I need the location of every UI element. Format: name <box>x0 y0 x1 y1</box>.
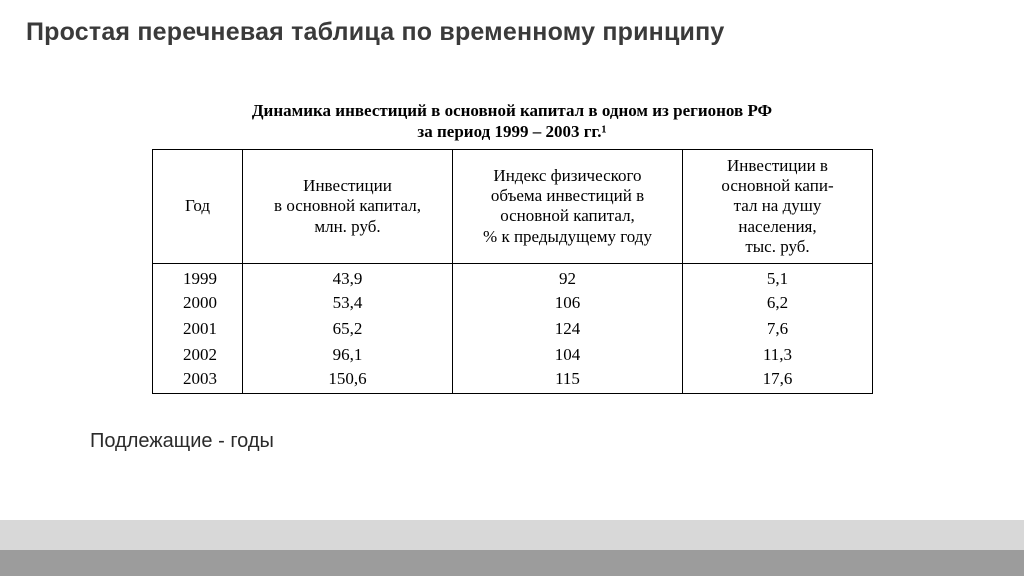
caption-line-1: Динамика инвестиций в основной капитал в… <box>252 101 772 120</box>
table-row: 2002 96,1 104 11,3 <box>153 342 873 368</box>
cell-percapita: 17,6 <box>683 368 873 394</box>
cell-investment: 43,9 <box>243 264 453 290</box>
cell-percapita: 6,2 <box>683 290 873 316</box>
table-caption: Динамика инвестиций в основной капитал в… <box>152 100 872 143</box>
slide: Простая перечневая таблица по временному… <box>0 0 1024 576</box>
footer-light-strip <box>0 520 1024 550</box>
table-header-row: Год Инвестициив основной капитал,млн. ру… <box>153 149 873 264</box>
title-band: Простая перечневая таблица по временному… <box>0 10 1024 55</box>
col-header-year: Год <box>153 149 243 264</box>
cell-index: 106 <box>453 290 683 316</box>
cell-index: 124 <box>453 316 683 342</box>
cell-investment: 96,1 <box>243 342 453 368</box>
col-header-index: Индекс физическогообъема инвестиций восн… <box>453 149 683 264</box>
table-row: 1999 43,9 92 5,1 <box>153 264 873 290</box>
table-row: 2000 53,4 106 6,2 <box>153 290 873 316</box>
footer-decoration <box>0 520 1024 576</box>
cell-percapita: 11,3 <box>683 342 873 368</box>
cell-year: 2003 <box>153 368 243 394</box>
data-table: Год Инвестициив основной капитал,млн. ру… <box>152 149 873 395</box>
cell-year: 1999 <box>153 264 243 290</box>
cell-investment: 65,2 <box>243 316 453 342</box>
cell-index: 115 <box>453 368 683 394</box>
cell-percapita: 5,1 <box>683 264 873 290</box>
cell-index: 104 <box>453 342 683 368</box>
table-row: 2003 150,6 115 17,6 <box>153 368 873 394</box>
col-header-investment: Инвестициив основной капитал,млн. руб. <box>243 149 453 264</box>
footer-dark-strip <box>0 550 1024 576</box>
col-header-percapita: Инвестиции восновной капи-тал на душунас… <box>683 149 873 264</box>
cell-year: 2002 <box>153 342 243 368</box>
slide-title: Простая перечневая таблица по временному… <box>26 18 998 47</box>
slide-subtitle: Подлежащие - годы <box>90 430 274 453</box>
cell-investment: 53,4 <box>243 290 453 316</box>
table-row: 2001 65,2 124 7,6 <box>153 316 873 342</box>
caption-line-2: за период 1999 – 2003 гг.¹ <box>417 122 606 141</box>
cell-investment: 150,6 <box>243 368 453 394</box>
cell-index: 92 <box>453 264 683 290</box>
table-container: Динамика инвестиций в основной капитал в… <box>152 100 872 394</box>
cell-percapita: 7,6 <box>683 316 873 342</box>
cell-year: 2001 <box>153 316 243 342</box>
cell-year: 2000 <box>153 290 243 316</box>
